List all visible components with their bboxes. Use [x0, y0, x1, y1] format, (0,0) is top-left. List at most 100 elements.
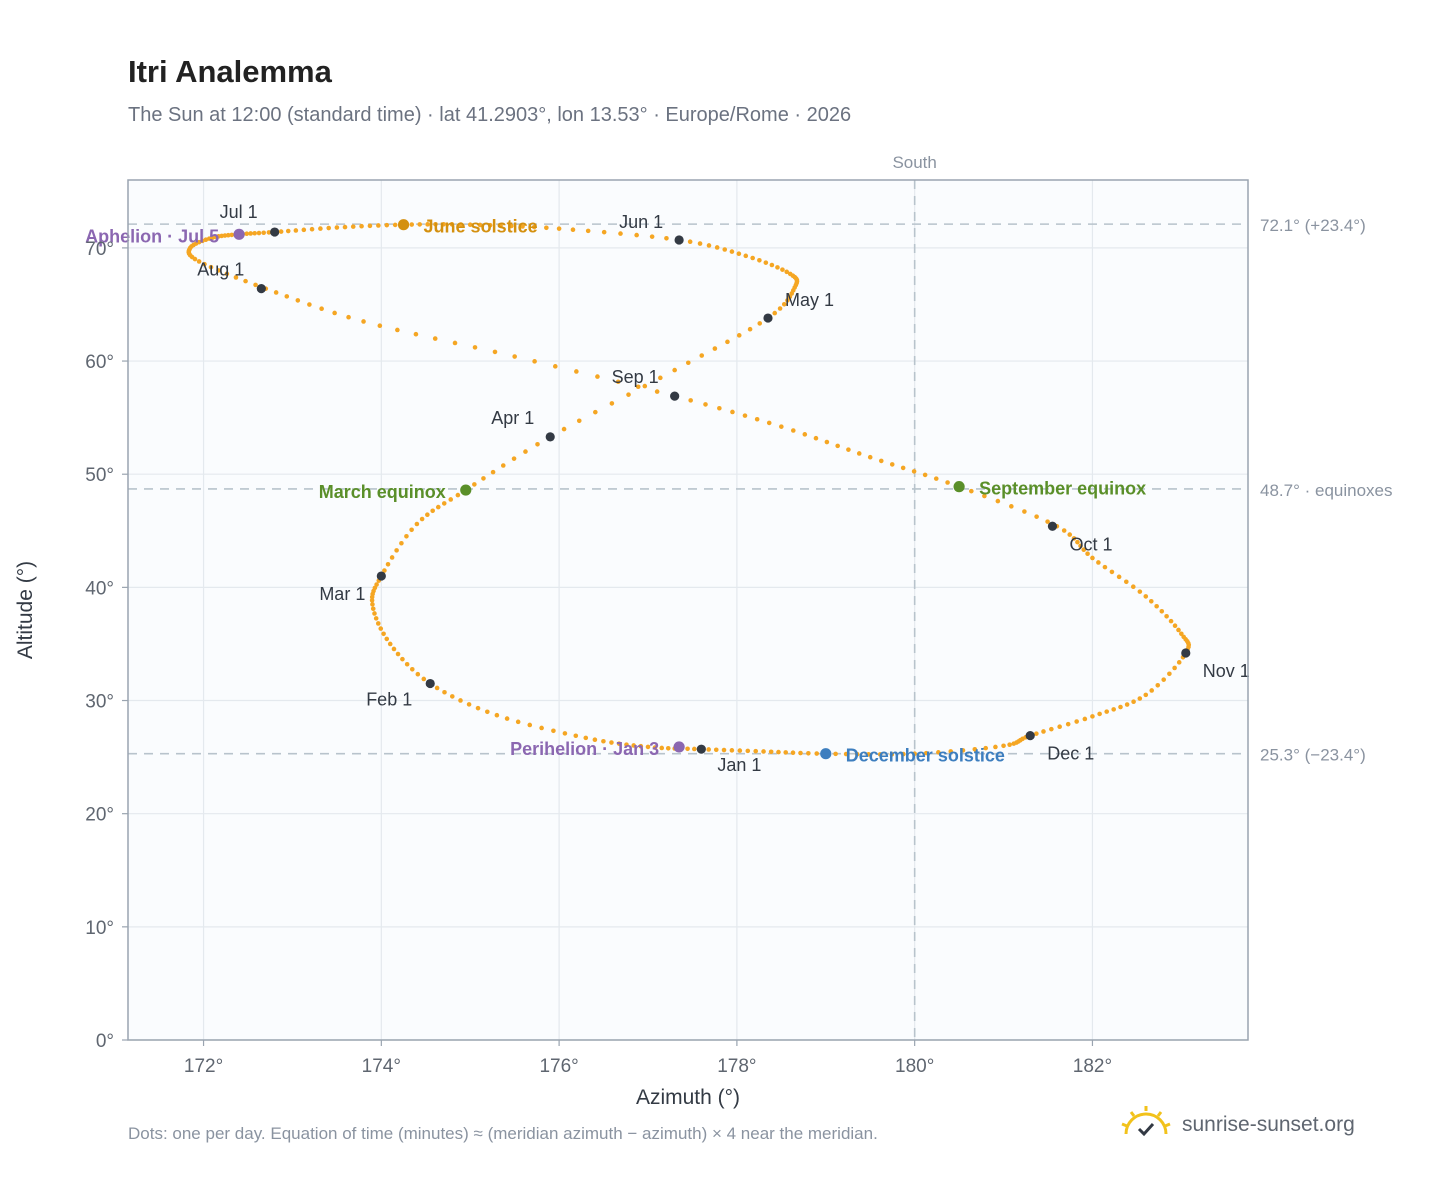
- daily-sun-dot: [730, 409, 735, 415]
- daily-sun-dot: [776, 749, 781, 755]
- daily-sun-dot: [509, 223, 514, 229]
- daily-sun-dot: [766, 420, 772, 426]
- daily-sun-dot: [293, 228, 299, 233]
- daily-sun-dot: [256, 230, 262, 236]
- daily-sun-dot: [781, 301, 787, 307]
- month-label: Apr 1: [491, 408, 534, 428]
- daily-sun-dot: [750, 255, 755, 261]
- daily-sun-dot: [400, 656, 405, 662]
- daily-sun-dot: [780, 267, 785, 272]
- daily-sun-dot: [544, 225, 549, 231]
- daily-sun-dot: [878, 458, 884, 464]
- daily-sun-dot: [779, 424, 784, 429]
- daily-sun-dot: [652, 745, 658, 750]
- brand-link[interactable]: sunrise-sunset.org: [1120, 1104, 1355, 1145]
- daily-sun-dot: [717, 405, 722, 411]
- daily-sun-dot: [208, 264, 214, 270]
- daily-sun-dot: [425, 222, 430, 227]
- daily-sun-dot: [802, 432, 808, 437]
- daily-sun-dot: [224, 271, 230, 277]
- daily-sun-dot: [624, 742, 629, 747]
- x-tick-label: 176°: [539, 1056, 578, 1077]
- x-tick-label: 172°: [184, 1056, 223, 1077]
- daily-sun-dot: [1034, 514, 1039, 519]
- daily-sun-dot: [933, 476, 939, 481]
- daily-sun-dot: [1041, 729, 1046, 734]
- event-label: March equinox: [319, 482, 446, 502]
- y-tick-label: 70°: [85, 239, 114, 260]
- daily-sun-dot: [772, 310, 778, 316]
- daily-sun-dot: [1049, 726, 1054, 732]
- daily-sun-dot: [481, 476, 486, 481]
- y-tick-label: 60°: [85, 352, 114, 373]
- daily-sun-dot: [790, 750, 796, 756]
- daily-sun-dot: [1081, 547, 1087, 553]
- daily-sun-dot: [995, 498, 1001, 504]
- daily-sun-dot: [392, 222, 398, 228]
- daily-sun-dot: [394, 548, 399, 553]
- month-label: Feb 1: [366, 690, 412, 710]
- daily-sun-dot: [743, 253, 749, 259]
- daily-sun-dot: [350, 224, 356, 229]
- daily-sun-dot: [1111, 707, 1116, 712]
- daily-sun-dot: [487, 222, 493, 228]
- plot-frame: [127, 179, 1249, 1041]
- reference-label: 48.7° · equinoxes: [1260, 481, 1393, 500]
- daily-sun-dot: [391, 646, 397, 652]
- daily-sun-dot: [301, 227, 307, 233]
- daily-sun-dot: [1124, 702, 1130, 707]
- daily-sun-dot: [592, 737, 598, 742]
- daily-sun-dot: [948, 749, 954, 754]
- plot-background: [128, 180, 1248, 1040]
- daily-sun-dot: [1045, 519, 1050, 524]
- daily-sun-dot: [1176, 660, 1182, 665]
- daily-sun-dot: [1137, 589, 1143, 594]
- daily-sun-dot: [477, 222, 483, 228]
- y-tick-label: 10°: [85, 918, 114, 939]
- event-label: June solstice: [424, 217, 538, 237]
- month-dot: [1025, 731, 1035, 741]
- daily-sun-dot: [490, 469, 496, 475]
- daily-sun-dot: [202, 261, 207, 267]
- month-dot: [256, 284, 266, 294]
- daily-sun-dot: [867, 454, 873, 460]
- daily-sun-dot: [430, 508, 435, 514]
- daily-sun-dot: [377, 323, 383, 328]
- daily-sun-dot: [244, 231, 250, 237]
- month-dot: [674, 235, 684, 245]
- daily-sun-dot: [1067, 532, 1073, 537]
- daily-sun-dot: [452, 340, 458, 346]
- daily-sun-dot: [1090, 555, 1095, 561]
- daily-sun-dot: [500, 463, 506, 468]
- event-markers: March equinox June solstice September equi…: [85, 217, 1146, 766]
- daily-sun-dot: [1104, 709, 1110, 714]
- daily-sun-dot: [467, 222, 473, 227]
- daily-sun-dot: [381, 631, 386, 637]
- daily-sun-dot: [1116, 574, 1122, 580]
- daily-sun-dot: [432, 336, 438, 341]
- daily-sun-dot: [417, 222, 423, 227]
- daily-sun-dot: [442, 689, 447, 695]
- daily-sun-dot: [378, 626, 384, 631]
- daily-sun-dot: [601, 738, 606, 744]
- daily-sun-dot: [395, 327, 400, 333]
- daily-sun-dot: [229, 232, 235, 238]
- daily-sun-dot: [846, 447, 851, 452]
- daily-sun-dot: [649, 234, 655, 239]
- daily-sun-dot: [449, 222, 455, 227]
- daily-sun-dot: [342, 224, 348, 230]
- daily-sun-dot: [1123, 579, 1129, 585]
- daily-sun-dot: [945, 480, 950, 485]
- daily-sun-dot: [635, 384, 641, 390]
- daily-sun-dot: [833, 751, 838, 757]
- daily-sun-dot: [960, 748, 966, 753]
- daily-sun-dot: [1085, 551, 1090, 557]
- daily-sun-dot: [359, 223, 364, 229]
- daily-sun-dot: [685, 360, 691, 366]
- daily-sun-dot: [729, 748, 735, 753]
- daily-sun-dot: [665, 745, 671, 751]
- x-tick-label: 180°: [895, 1056, 934, 1077]
- page-title: Itri Analemma: [128, 54, 332, 89]
- daily-sun-dot: [409, 527, 414, 533]
